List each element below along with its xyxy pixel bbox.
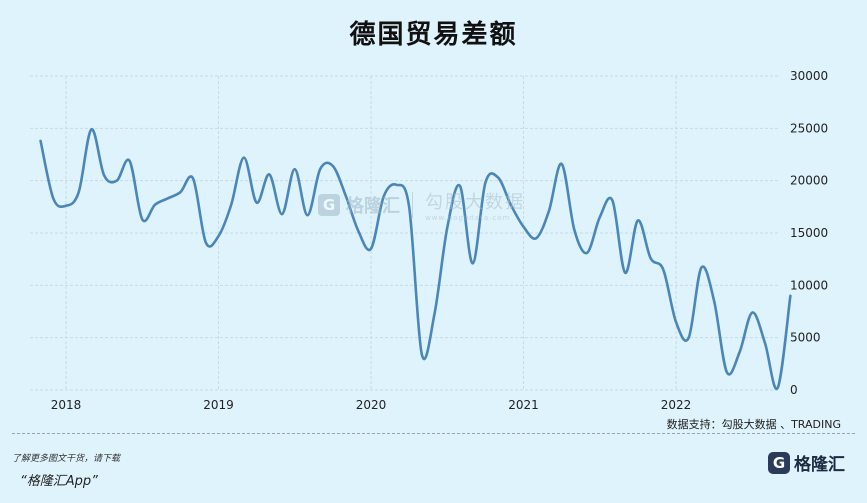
brand-logo: G 格隆汇	[768, 450, 845, 475]
series-line	[39, 128, 792, 391]
y-axis-tick-labels: 0 5000 10000 15000 20000 25000 30000	[790, 69, 828, 397]
y-tick-label: 30000	[790, 69, 828, 83]
chart-title: 德国贸易差额	[349, 20, 518, 50]
x-tick-label: 2021	[508, 398, 539, 412]
x-tick-label: 2020	[356, 398, 387, 412]
y-tick-label: 20000	[790, 174, 828, 188]
logo-icon: G	[768, 451, 790, 474]
watermark: G 格隆汇 勾股大数据 www.gogudata.com	[318, 188, 525, 222]
y-tick-label: 0	[790, 383, 798, 397]
x-tick-label: 2018	[51, 398, 82, 412]
y-tick-label: 10000	[790, 278, 828, 292]
logo-text: 格隆汇	[794, 455, 845, 475]
series-layer	[39, 128, 792, 391]
watermark-sub-small: www.gogudata.com	[425, 214, 511, 222]
watermark-sub-main: 勾股大数据	[425, 192, 525, 213]
promo-app-name: “格隆汇App”	[20, 474, 98, 489]
watermark-logo-icon: G	[318, 194, 340, 216]
data-source: 数据支持：勾股大数据 、TRADING	[666, 418, 841, 431]
promo-text: 了解更多图文干货，请下载	[12, 454, 121, 464]
watermark-separator	[412, 192, 413, 218]
x-tick-label: 2019	[203, 398, 234, 412]
y-tick-label: 25000	[790, 121, 828, 135]
divider	[12, 433, 855, 434]
vertical-gridlines	[65, 76, 677, 390]
y-tick-label: 15000	[790, 226, 828, 240]
x-tick-label: 2022	[661, 398, 692, 412]
watermark-sub: 勾股大数据 www.gogudata.com	[425, 188, 525, 222]
horizontal-gridlines	[30, 75, 778, 391]
y-tick-label: 5000	[790, 331, 821, 345]
watermark-brand: 格隆汇	[346, 196, 400, 217]
x-axis-tick-labels: 2018 2019 2020 2021 2022	[51, 398, 692, 412]
